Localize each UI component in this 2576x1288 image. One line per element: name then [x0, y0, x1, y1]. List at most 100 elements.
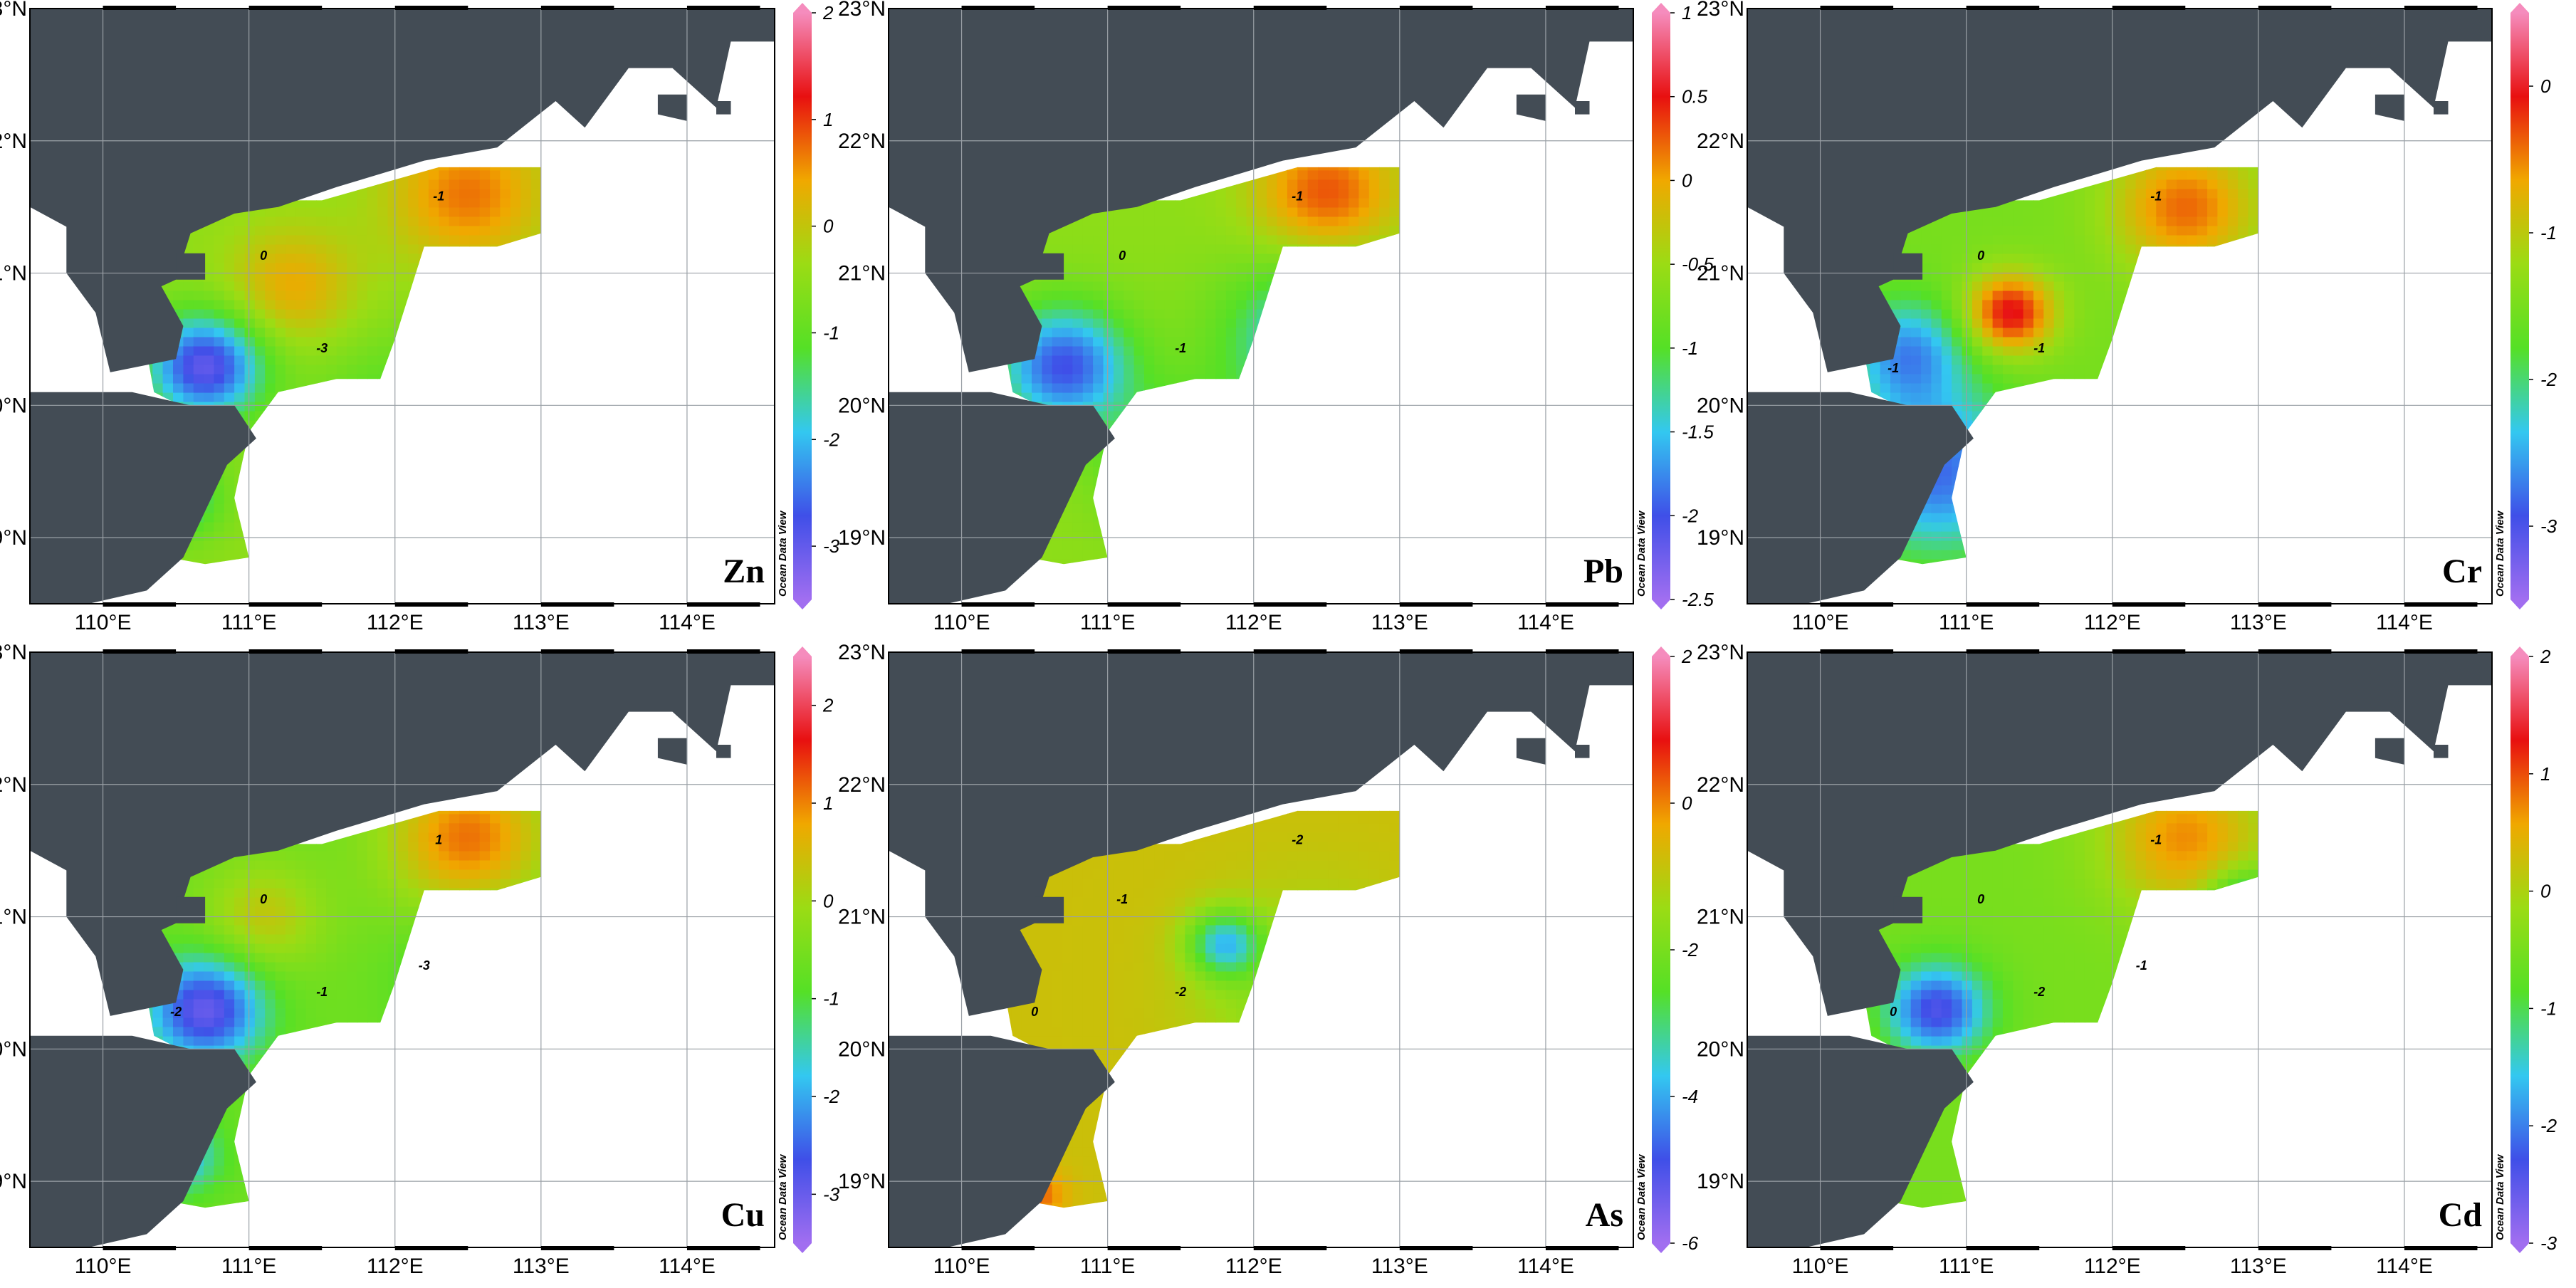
field-cell — [357, 234, 368, 245]
field-cell — [357, 327, 368, 337]
field-cell — [2002, 299, 2014, 310]
field-cell — [336, 345, 347, 356]
field-cell — [1062, 345, 1074, 356]
field-cell — [1890, 281, 1902, 291]
field-cell — [469, 225, 481, 236]
field-cell — [1062, 549, 1074, 560]
field-cell — [428, 188, 440, 199]
field-cell — [234, 290, 246, 300]
field-cell — [387, 244, 399, 254]
map-frame — [888, 6, 1634, 607]
field-cell — [1246, 271, 1257, 282]
field-cell — [1931, 558, 1942, 565]
field-cell — [2064, 308, 2075, 319]
field-cell — [520, 167, 532, 171]
field-cell — [1992, 299, 2004, 310]
field-cell — [254, 318, 266, 328]
field-cell — [1042, 355, 1053, 365]
field-cell — [1972, 373, 1984, 384]
field-cell — [1236, 253, 1247, 263]
field-cell — [1225, 308, 1237, 319]
field-cell — [326, 206, 337, 217]
landmass-hainan — [30, 392, 256, 604]
field-cell — [1164, 299, 1176, 310]
field-cell — [1124, 290, 1135, 300]
field-cell — [418, 234, 429, 245]
field-cell — [1972, 364, 1984, 375]
field-cell — [1032, 299, 1043, 310]
field-cell — [479, 206, 491, 217]
field-cell — [2064, 281, 2075, 291]
field-cell — [408, 234, 419, 245]
field-cell — [1124, 382, 1135, 393]
frame-tick — [1545, 6, 1619, 10]
field-cell — [1890, 290, 1902, 300]
field-cell — [1225, 281, 1237, 291]
field-cell — [1072, 253, 1084, 263]
field-cell — [1297, 225, 1309, 236]
field-cell — [1185, 262, 1196, 273]
field-cell — [1093, 373, 1104, 384]
field-cell — [1205, 253, 1217, 263]
field-cell — [1910, 318, 1922, 328]
colorbar-bottom-cap — [793, 600, 812, 609]
field-cell — [357, 364, 368, 375]
field-cell — [1982, 373, 1994, 384]
field-cell — [1931, 281, 1942, 291]
field-cell — [1941, 475, 1952, 486]
field-cell — [520, 197, 532, 208]
field-cell — [1072, 225, 1084, 236]
field-cell — [1318, 197, 1329, 208]
field-cell — [1072, 493, 1084, 504]
field-cell — [1215, 253, 1227, 263]
field-cell — [1900, 299, 1912, 310]
field-cell — [1032, 281, 1043, 291]
field-cell — [2043, 244, 2055, 254]
field-cell — [1082, 225, 1094, 236]
field-cell — [326, 364, 337, 375]
field-cell — [387, 318, 399, 328]
field-cell — [275, 336, 286, 347]
field-cell — [214, 530, 225, 541]
field-cell — [265, 206, 276, 217]
field-cell — [1972, 253, 1984, 263]
field-cell — [1143, 206, 1156, 217]
field-cell — [183, 336, 194, 347]
field-cell — [214, 382, 225, 393]
field-cell — [1236, 327, 1247, 337]
field-cell — [1368, 188, 1380, 199]
field-cell — [1082, 521, 1094, 532]
field-cell — [224, 503, 235, 513]
field-cell — [1205, 327, 1217, 337]
field-cell — [1982, 206, 1994, 217]
field-cell — [1103, 327, 1114, 337]
field-cell — [1164, 355, 1176, 365]
field-cell — [1338, 206, 1349, 217]
field-cell — [2043, 281, 2055, 291]
field-cell — [1900, 327, 1912, 337]
field-cell — [1164, 281, 1176, 291]
field-cell — [1921, 549, 1932, 560]
field-cell — [295, 318, 307, 328]
field-cell — [1082, 290, 1094, 300]
field-cell — [530, 206, 541, 217]
field-cell — [214, 234, 225, 245]
field-cell — [1062, 225, 1074, 236]
field-cell — [1952, 271, 1963, 282]
field-cell — [295, 327, 307, 337]
field-cell — [1236, 188, 1247, 199]
field-cell — [377, 225, 389, 236]
field-cell — [2033, 308, 2045, 319]
field-cell — [1931, 530, 1942, 541]
field-cell — [1164, 206, 1176, 217]
field-cell — [285, 206, 297, 217]
field-cell — [1328, 225, 1339, 236]
field-cell — [1992, 253, 2004, 263]
field-cell — [1921, 244, 1932, 254]
field-cell — [1093, 262, 1104, 273]
field-cell — [1236, 299, 1247, 310]
field-cell — [469, 167, 481, 171]
field-cell — [193, 364, 204, 375]
field-cell — [1133, 262, 1145, 273]
field-cell — [1277, 197, 1288, 208]
